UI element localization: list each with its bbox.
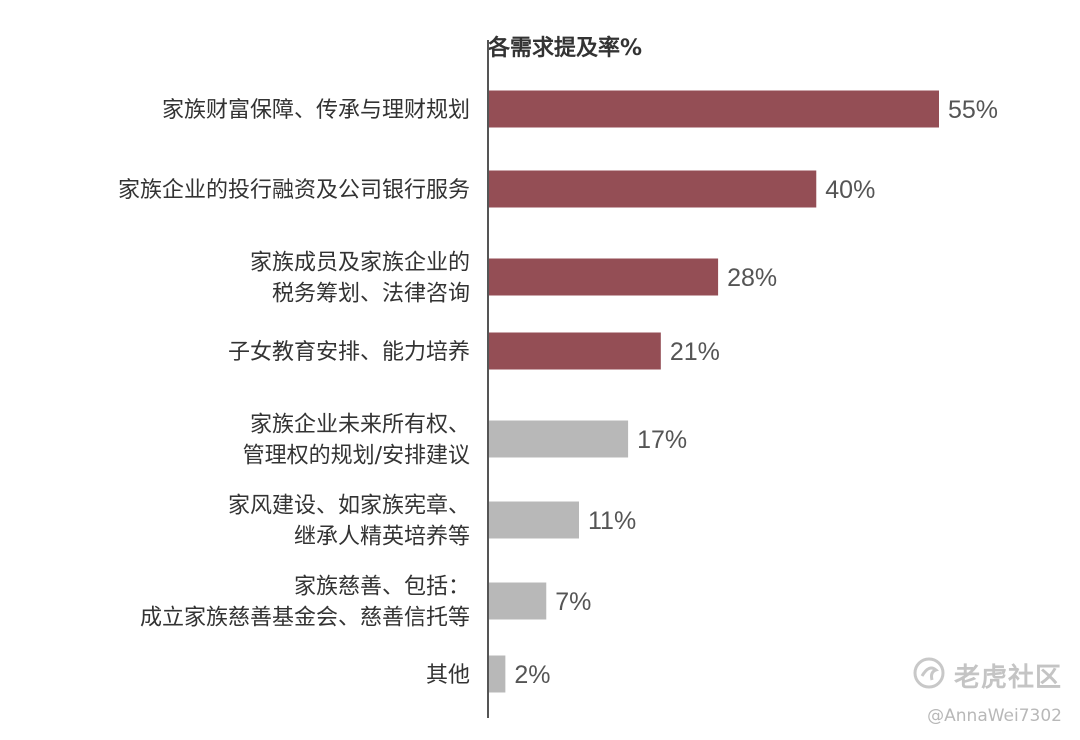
category-label-4-line-0: 家族企业未来所有权、	[250, 413, 470, 438]
value-label-7: 2%	[514, 661, 550, 689]
watermark-logo: 老虎社区	[912, 656, 1062, 694]
value-label-4: 17%	[637, 426, 687, 454]
bar-1	[489, 170, 817, 208]
category-label-1: 家族企业的投行融资及公司银行服务	[118, 178, 470, 203]
watermark-text: 老虎社区	[953, 662, 1062, 693]
value-label-5: 11%	[588, 507, 636, 535]
bar-2	[489, 258, 719, 296]
value-label-3: 21%	[670, 338, 720, 366]
bar-5	[489, 501, 579, 539]
chart-title: 各需求提及率%	[487, 35, 642, 61]
category-label-5-line-0: 家风建设、如家族宪章、	[228, 494, 470, 519]
category-label-2-line-0: 家族成员及家族企业的	[250, 251, 470, 276]
category-label-6-line-0: 家族慈善、包括：	[294, 575, 470, 600]
category-label-4-line-1: 管理权的规划/安排建议	[243, 444, 470, 469]
bar-0	[489, 90, 939, 128]
value-label-6: 7%	[555, 588, 591, 616]
tiger-community-logo-icon	[912, 656, 946, 694]
bar-3	[489, 332, 661, 370]
bar-7	[489, 655, 506, 693]
category-label-7: 其他	[426, 663, 470, 688]
bar-6	[489, 582, 547, 620]
category-label-3: 子女教育安排、能力培养	[228, 340, 470, 365]
bar-4	[489, 420, 629, 458]
bars-layer: 55% 家族财富保障、传承与理财规划 40% 家族企业的投行融资及公司银行服务 28% 家…	[118, 90, 998, 693]
category-label-2-line-1: 税务筹划、法律咨询	[272, 282, 470, 307]
category-label-5-line-1: 继承人精英培养等	[294, 525, 470, 550]
value-label-1: 40%	[825, 176, 875, 204]
category-label-6-line-1: 成立家族慈善基金会、慈善信托等	[140, 606, 470, 631]
category-label-0: 家族财富保障、传承与理财规划	[162, 98, 470, 123]
value-label-2: 28%	[727, 264, 777, 292]
watermark-username: @AnnaWei7302	[927, 706, 1062, 726]
value-label-0: 55%	[948, 96, 998, 124]
